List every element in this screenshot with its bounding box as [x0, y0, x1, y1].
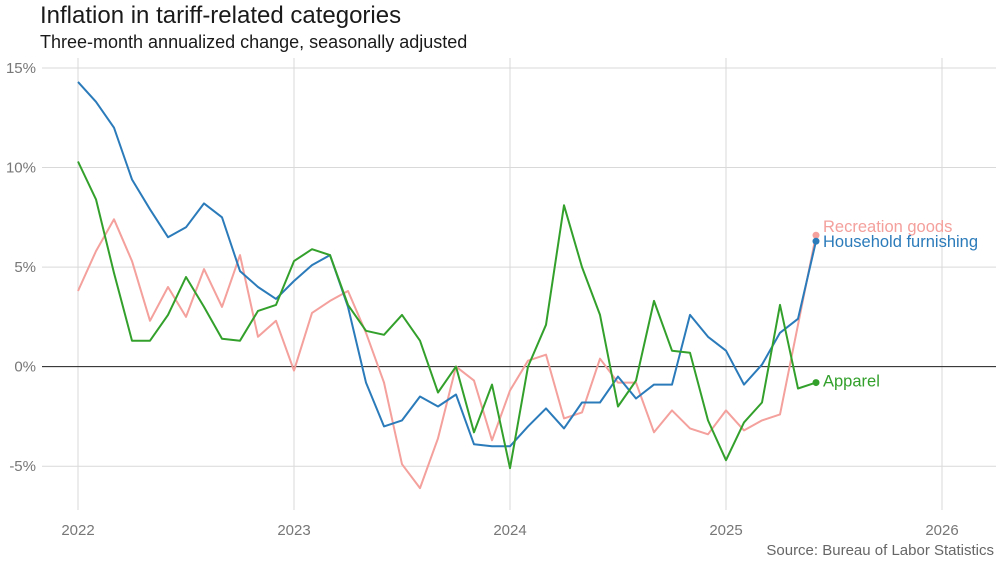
- x-tick-label: 2023: [277, 522, 310, 539]
- series-line: [77, 81, 817, 448]
- series-end-point: [812, 231, 820, 239]
- series-end-point: [812, 237, 820, 245]
- y-tick-label: 0%: [14, 359, 36, 376]
- source-note: Source: Bureau of Labor Statistics: [766, 542, 994, 559]
- y-tick-label: 15%: [6, 60, 36, 77]
- x-tick-label: 2024: [493, 522, 526, 539]
- grid-layer: [42, 58, 996, 510]
- y-tick-label: -5%: [9, 458, 36, 475]
- x-tick-label: 2025: [709, 522, 742, 539]
- x-tick-label: 2026: [925, 522, 958, 539]
- series-layer: [77, 81, 820, 490]
- series-label: Household furnishing: [823, 233, 978, 251]
- axis-layer: 15% 10% 5% 0% -5% 2022 2023 2024 2025 2026: [6, 60, 996, 539]
- series-end-point: [812, 379, 820, 387]
- chart-subtitle: Three-month annualized change, seasonall…: [40, 32, 468, 52]
- series-label: Apparel: [823, 373, 880, 391]
- y-tick-label: 5%: [14, 259, 36, 276]
- series-line: [77, 161, 817, 470]
- chart-title: Inflation in tariff-related categories: [40, 2, 402, 29]
- series-label: Recreation goods: [823, 218, 952, 236]
- series-line: [77, 218, 817, 490]
- x-tick-label: 2022: [61, 522, 94, 539]
- y-tick-label: 10%: [6, 160, 36, 177]
